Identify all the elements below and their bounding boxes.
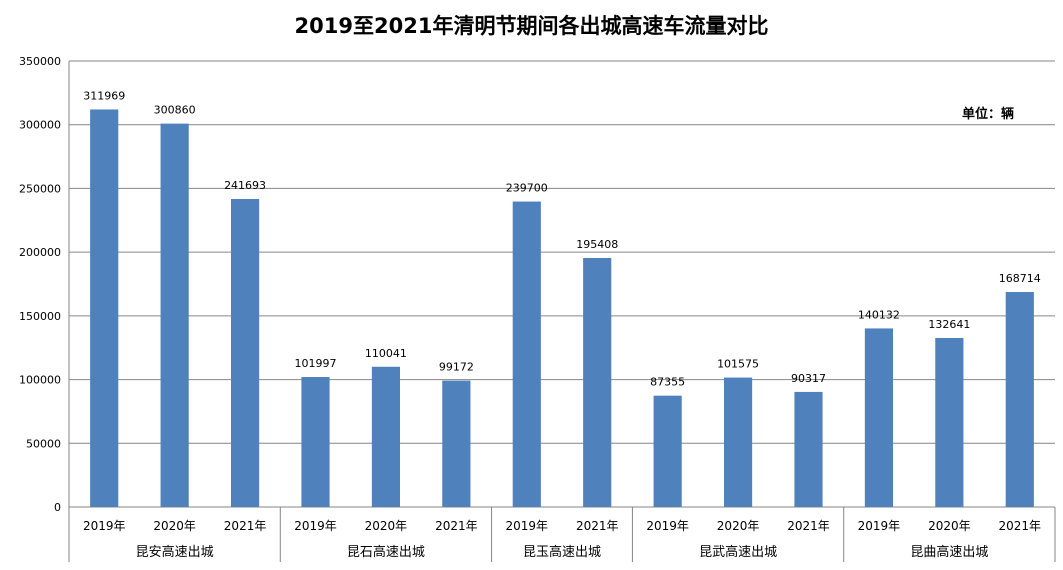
group-label: 昆武高速出城 bbox=[699, 544, 777, 560]
bar bbox=[160, 123, 189, 507]
x-tick-label: 2021年 bbox=[435, 519, 478, 533]
data-label: 101575 bbox=[717, 358, 759, 371]
data-label: 195408 bbox=[576, 238, 618, 251]
y-tick-label: 200000 bbox=[19, 246, 61, 259]
y-tick-label: 250000 bbox=[19, 182, 61, 195]
data-label: 132641 bbox=[928, 318, 970, 331]
x-tick-label: 2019年 bbox=[646, 519, 689, 533]
data-label: 110041 bbox=[365, 347, 407, 360]
data-label: 140132 bbox=[858, 308, 900, 321]
bar bbox=[442, 380, 471, 507]
y-tick-label: 50000 bbox=[26, 437, 61, 450]
x-tick-label: 2020年 bbox=[717, 519, 760, 533]
y-tick-label: 350000 bbox=[19, 55, 61, 68]
x-tick-label: 2020年 bbox=[928, 519, 971, 533]
x-tick-label: 2021年 bbox=[576, 519, 619, 533]
bar bbox=[723, 377, 753, 507]
bar bbox=[935, 337, 964, 507]
x-tick-label: 2019年 bbox=[83, 519, 126, 533]
data-label: 87355 bbox=[650, 376, 685, 389]
data-label: 311969 bbox=[83, 89, 125, 102]
bar bbox=[864, 328, 894, 507]
y-tick-label: 300000 bbox=[19, 119, 61, 132]
x-tick-label: 2019年 bbox=[506, 519, 549, 533]
y-tick-label: 0 bbox=[54, 501, 61, 514]
bar bbox=[230, 199, 260, 507]
x-tick-label: 2021年 bbox=[787, 519, 830, 533]
x-tick-label: 2021年 bbox=[224, 519, 267, 533]
x-tick-label: 2020年 bbox=[365, 519, 408, 533]
y-tick-label: 100000 bbox=[19, 374, 61, 387]
bar bbox=[653, 395, 682, 507]
group-label: 昆曲高速出城 bbox=[910, 544, 988, 560]
bar bbox=[371, 366, 401, 507]
bar bbox=[301, 377, 330, 507]
x-tick-label: 2020年 bbox=[153, 519, 196, 533]
x-tick-label: 2021年 bbox=[999, 519, 1042, 533]
group-label: 昆石高速出城 bbox=[347, 544, 425, 560]
y-tick-label: 150000 bbox=[19, 310, 61, 323]
bar bbox=[583, 257, 612, 507]
bar bbox=[90, 109, 119, 508]
group-label: 昆安高速出城 bbox=[136, 544, 214, 560]
data-label: 90317 bbox=[791, 372, 826, 385]
data-label: 101997 bbox=[295, 357, 337, 370]
bar bbox=[1005, 292, 1034, 507]
x-tick-label: 2019年 bbox=[858, 519, 901, 533]
data-label: 300860 bbox=[154, 104, 196, 117]
bar bbox=[512, 201, 541, 507]
data-label: 168714 bbox=[999, 272, 1041, 285]
data-label: 241693 bbox=[224, 179, 266, 192]
data-label: 239700 bbox=[506, 182, 548, 195]
x-tick-label: 2019年 bbox=[294, 519, 337, 533]
chart-title: 2019至2021年清明节期间各出城高速车流量对比 bbox=[294, 14, 769, 38]
bar bbox=[794, 391, 823, 507]
data-label: 99172 bbox=[439, 361, 474, 374]
unit-label: 单位：辆 bbox=[962, 107, 1015, 122]
group-label: 昆玉高速出城 bbox=[523, 544, 601, 560]
